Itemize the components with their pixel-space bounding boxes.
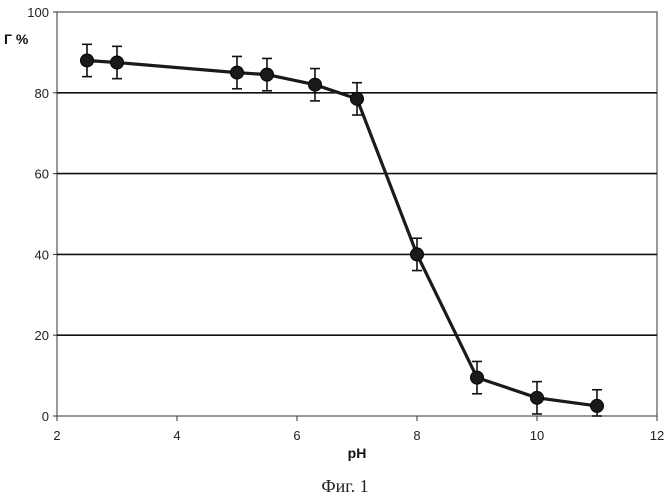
y-tick-label-0: 0 bbox=[42, 409, 49, 424]
data-point-5 bbox=[351, 92, 364, 105]
figure-caption: Фиг. 1 bbox=[321, 476, 368, 496]
x-tick-label-2: 6 bbox=[293, 428, 300, 443]
y-tick-label-3: 60 bbox=[35, 167, 49, 182]
y-tick-label-4: 80 bbox=[35, 86, 49, 101]
plot-area bbox=[57, 12, 657, 416]
y-tick-label-2: 40 bbox=[35, 247, 49, 262]
data-point-3 bbox=[261, 68, 274, 81]
data-point-8 bbox=[531, 391, 544, 404]
y-axis-title: Г % bbox=[4, 31, 29, 47]
x-tick-label-4: 10 bbox=[530, 428, 544, 443]
data-point-4 bbox=[309, 78, 322, 91]
data-point-0 bbox=[81, 54, 94, 67]
data-point-7 bbox=[471, 371, 484, 384]
data-point-1 bbox=[111, 56, 124, 69]
x-tick-label-3: 8 bbox=[413, 428, 420, 443]
x-tick-label-0: 2 bbox=[53, 428, 60, 443]
y-tick-label-1: 20 bbox=[35, 328, 49, 343]
data-point-6 bbox=[411, 248, 424, 261]
x-axis-title: pH bbox=[348, 445, 367, 461]
x-tick-label-5: 12 bbox=[650, 428, 664, 443]
x-tick-label-1: 4 bbox=[173, 428, 180, 443]
data-point-9 bbox=[591, 399, 604, 412]
y-tick-label-5: 100 bbox=[27, 5, 49, 20]
data-point-2 bbox=[231, 66, 244, 79]
